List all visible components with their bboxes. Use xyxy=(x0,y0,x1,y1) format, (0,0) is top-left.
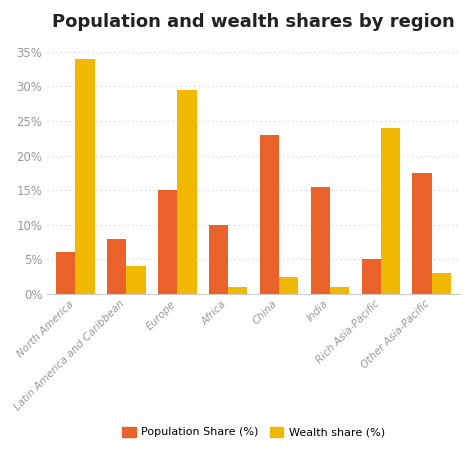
Bar xyxy=(126,266,146,294)
Bar xyxy=(75,59,95,294)
Bar xyxy=(107,238,126,294)
Bar xyxy=(56,252,75,294)
Bar xyxy=(177,90,197,294)
Legend: Population Share (%), Wealth share (%): Population Share (%), Wealth share (%) xyxy=(118,422,389,442)
Bar xyxy=(432,273,451,294)
Bar xyxy=(158,190,177,294)
Bar xyxy=(310,187,330,294)
Bar xyxy=(260,135,279,294)
Bar xyxy=(412,173,432,294)
Bar xyxy=(228,287,247,294)
Bar xyxy=(209,225,228,294)
Bar xyxy=(330,287,349,294)
Title: Population and wealth shares by region: Population and wealth shares by region xyxy=(52,13,455,31)
Bar xyxy=(381,128,400,294)
Bar xyxy=(362,259,381,294)
Bar xyxy=(279,277,299,294)
